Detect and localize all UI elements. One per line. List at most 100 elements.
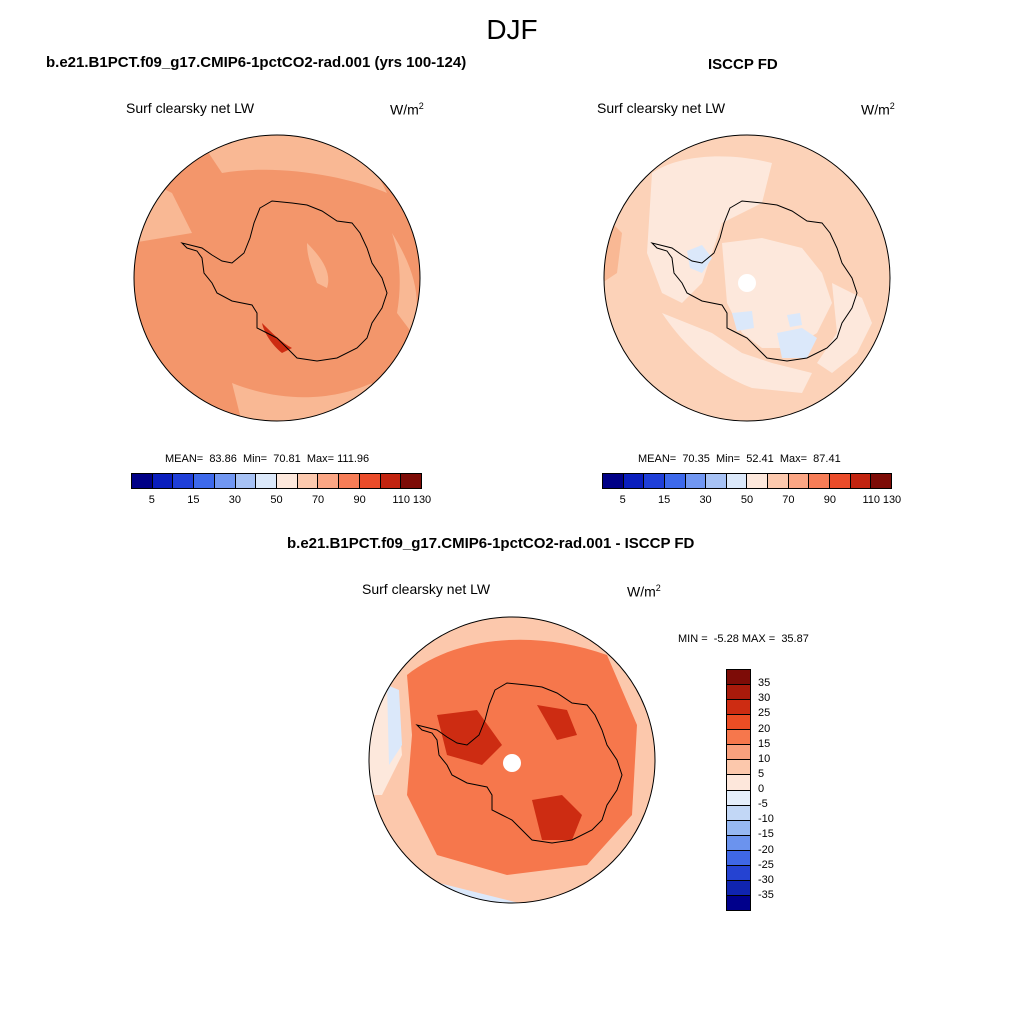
colorbar-tick-label: 70: [782, 494, 795, 506]
panel1-antarctica-coastline: [180, 200, 388, 362]
colorbar-swatch: [727, 730, 750, 746]
colorbar-swatch: [359, 474, 381, 488]
colorbar-swatch: [727, 670, 750, 686]
colorbar-swatch: [214, 474, 236, 488]
colorbar-tick-label: 5: [758, 767, 765, 780]
colorbar-swatch: [194, 474, 215, 488]
colorbar-tick-label: 30: [758, 692, 771, 705]
panel3-blue-strip-west: [387, 685, 402, 765]
colorbar-swatch: [132, 474, 153, 488]
colorbar-tick-label: 110: [392, 494, 410, 506]
colorbar-tick-label: 30: [699, 494, 712, 506]
colorbar-swatch: [726, 474, 748, 488]
panel3-dark-patch-1: [437, 710, 502, 765]
panel3-dark-patch-2: [532, 795, 582, 840]
panel1-variable-label: Surf clearsky net LW: [126, 100, 255, 116]
panel2-blue-patch-3: [732, 311, 754, 331]
colorbar-tick-label: 50: [270, 494, 283, 506]
panel3-colorbar-ticks: 35 30 25 20 15 10 5 0 -5 -10 -15 -20 -25 -30 -35: [758, 669, 798, 911]
colorbar-tick-label: -5: [758, 798, 768, 811]
figure-title: DJF: [486, 14, 538, 45]
colorbar-tick-label: 5: [619, 494, 626, 506]
colorbar-tick-label: -20: [758, 843, 774, 856]
panel2-polar-map: [603, 134, 891, 422]
panel3-antarctica-coastline: [415, 682, 623, 844]
panel1-colorbar-ticks: 5 15 30 50 70 90 110 130: [131, 494, 431, 508]
colorbar-swatch: [173, 474, 195, 488]
colorbar-swatch: [727, 760, 750, 776]
colorbar-tick-label: 90: [353, 494, 366, 506]
panel3-pole-hole: [503, 754, 521, 772]
panel3-colorbar: [726, 669, 751, 911]
panel2-antarctica-coastline: [650, 200, 858, 362]
panel1-unit-label: W/m2: [390, 101, 424, 118]
colorbar-swatch: [727, 685, 750, 701]
colorbar-tick-label: 130: [412, 494, 432, 506]
panel2-blue-patch-1: [687, 245, 712, 273]
colorbar-tick-label: 15: [658, 494, 671, 506]
colorbar-swatch: [727, 820, 750, 836]
colorbar-tick-label: 35: [758, 677, 771, 690]
colorbar-swatch: [339, 474, 360, 488]
colorbar-swatch: [768, 474, 789, 488]
colorbar-tick-label: 0: [758, 783, 765, 795]
panel2-colorbar-ticks: 5 15 30 50 70 90 110 130: [602, 494, 902, 508]
colorbar-swatch: [727, 715, 750, 731]
colorbar-tick-label: 90: [823, 494, 836, 506]
panel2-stats: MEAN= 70.35 Min= 52.41 Max= 87.41: [638, 453, 841, 465]
panel2-case-title: ISCCP FD: [708, 56, 778, 73]
colorbar-swatch: [727, 805, 750, 821]
colorbar-swatch: [706, 474, 727, 488]
colorbar-swatch: [380, 474, 402, 488]
colorbar-swatch: [727, 745, 750, 761]
colorbar-swatch: [685, 474, 707, 488]
colorbar-swatch: [152, 474, 174, 488]
colorbar-tick-label: -10: [758, 813, 774, 826]
colorbar-swatch: [727, 835, 750, 851]
colorbar-swatch: [850, 474, 872, 488]
colorbar-tick-label: -35: [758, 888, 774, 901]
panel3-unit-label: W/m2: [627, 583, 661, 600]
colorbar-swatch: [727, 775, 750, 791]
colorbar-swatch: [747, 474, 769, 488]
panel1-map-border: [133, 134, 421, 422]
panel3-polar-map: [368, 616, 656, 904]
panel2-variable-label: Surf clearsky net LW: [597, 100, 726, 116]
colorbar-swatch: [788, 474, 810, 488]
colorbar-swatch: [727, 895, 750, 910]
panel1-colorbar: [131, 473, 422, 489]
colorbar-swatch: [297, 474, 319, 488]
colorbar-swatch: [727, 700, 750, 716]
colorbar-tick-label: 15: [187, 494, 200, 506]
panel1-ocean-field: [134, 135, 420, 421]
panel2-light-region-west: [647, 156, 772, 303]
colorbar-swatch: [235, 474, 257, 488]
panel1-light-patch-interior: [307, 243, 329, 288]
colorbar-swatch: [664, 474, 686, 488]
panel2-colorbar: [602, 473, 892, 489]
colorbar-swatch: [623, 474, 645, 488]
panel2-unit-label: W/m2: [861, 101, 895, 118]
colorbar-swatch: [727, 880, 750, 896]
colorbar-tick-label: 15: [758, 737, 771, 750]
panel1-stats: MEAN= 83.86 Min= 70.81 Max= 111.96: [165, 453, 370, 465]
colorbar-tick-label: -25: [758, 858, 774, 871]
colorbar-tick-label: 130: [882, 494, 902, 506]
colorbar-tick-label: 25: [758, 707, 771, 720]
panel1-polar-map: [133, 134, 421, 422]
panel2-light-region-east: [817, 283, 872, 373]
panel1-case-title: b.e21.B1PCT.f09_g17.CMIP6-1pctCO2-rad.00…: [46, 54, 467, 71]
colorbar-tick-label: 50: [740, 494, 754, 506]
colorbar-tick-label: -15: [758, 828, 774, 841]
colorbar-swatch: [809, 474, 831, 488]
panel1-light-band-east: [392, 233, 417, 333]
colorbar-swatch: [401, 474, 422, 488]
panel2-pole-hole: [738, 274, 756, 292]
colorbar-tick-label: 110: [862, 494, 881, 506]
colorbar-tick-label: 10: [758, 752, 771, 765]
colorbar-tick-label: -30: [758, 873, 774, 886]
colorbar-swatch: [871, 474, 891, 488]
colorbar-swatch: [318, 474, 340, 488]
panel3-case-title: b.e21.B1PCT.f09_g17.CMIP6-1pctCO2-rad.00…: [287, 535, 695, 552]
colorbar-tick-label: 30: [228, 494, 242, 506]
